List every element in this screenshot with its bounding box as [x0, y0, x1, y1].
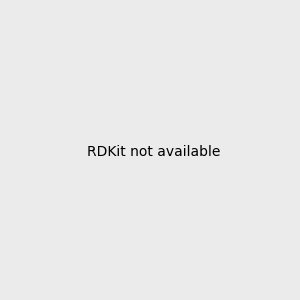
- Text: RDKit not available: RDKit not available: [87, 145, 220, 158]
